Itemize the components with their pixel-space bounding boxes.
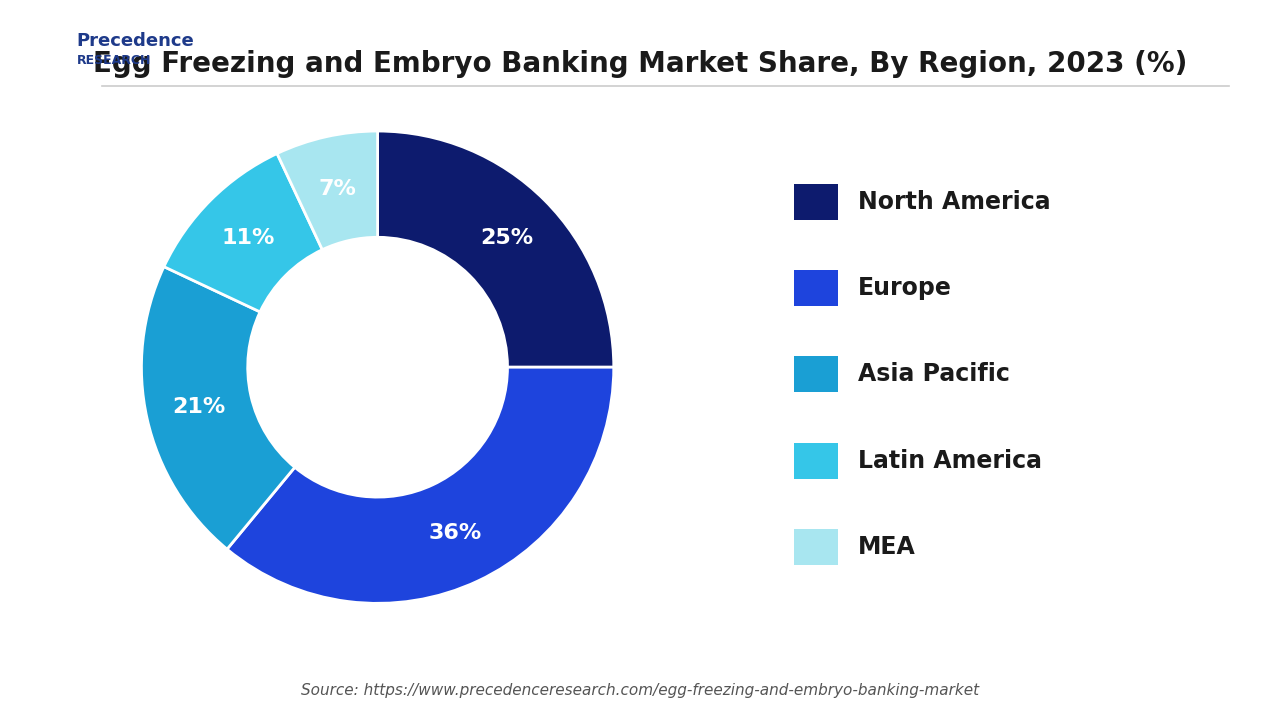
- Text: 7%: 7%: [319, 179, 357, 199]
- Text: North America: North America: [858, 189, 1050, 214]
- Text: 25%: 25%: [480, 228, 534, 248]
- Text: MEA: MEA: [858, 535, 915, 559]
- Text: Europe: Europe: [858, 276, 951, 300]
- Wedge shape: [276, 131, 378, 250]
- Wedge shape: [142, 266, 294, 549]
- Text: RESEARCH: RESEARCH: [77, 54, 151, 67]
- Text: 36%: 36%: [429, 523, 483, 543]
- Text: 21%: 21%: [173, 397, 225, 417]
- Wedge shape: [227, 367, 614, 603]
- Text: Egg Freezing and Embryo Banking Market Share, By Region, 2023 (%): Egg Freezing and Embryo Banking Market S…: [93, 50, 1187, 78]
- Text: Source: https://www.precedenceresearch.com/egg-freezing-and-embryo-banking-marke: Source: https://www.precedenceresearch.c…: [301, 683, 979, 698]
- Text: 11%: 11%: [221, 228, 275, 248]
- Wedge shape: [378, 131, 614, 367]
- Text: Precedence: Precedence: [77, 32, 195, 50]
- Wedge shape: [164, 153, 323, 312]
- Text: Asia Pacific: Asia Pacific: [858, 362, 1010, 387]
- Text: Latin America: Latin America: [858, 449, 1042, 473]
